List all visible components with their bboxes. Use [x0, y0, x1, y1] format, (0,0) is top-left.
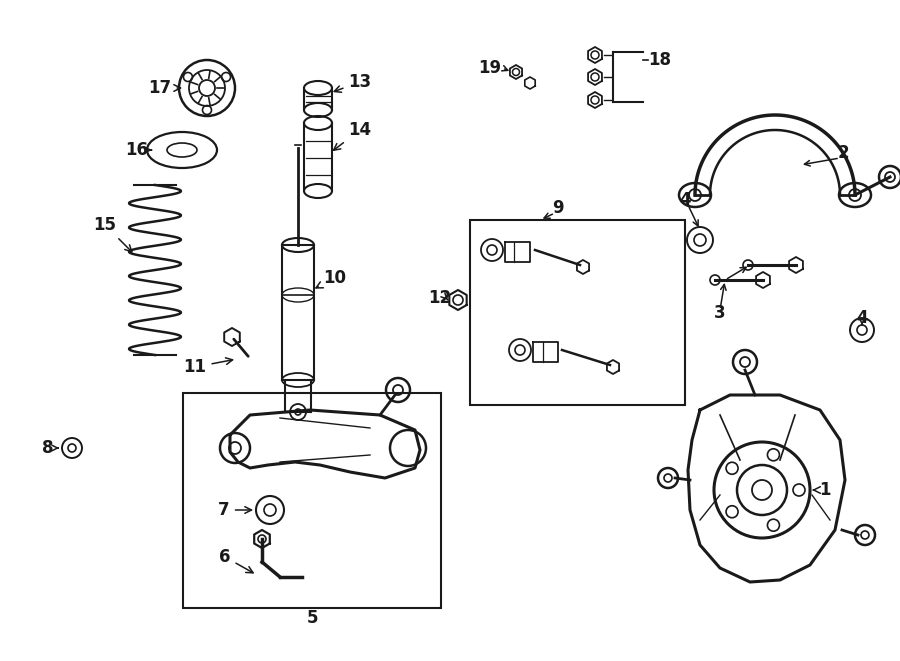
Text: 4: 4 — [856, 309, 868, 327]
Text: 6: 6 — [220, 548, 253, 573]
Text: 12: 12 — [428, 289, 452, 307]
Text: 11: 11 — [184, 358, 232, 376]
Text: 19: 19 — [479, 59, 501, 77]
Bar — [470, 220, 685, 405]
Text: 15: 15 — [94, 216, 131, 252]
Text: 8: 8 — [42, 439, 54, 457]
Text: 17: 17 — [148, 79, 181, 97]
Text: 2: 2 — [837, 144, 849, 162]
Text: 16: 16 — [125, 141, 151, 159]
Bar — [183, 393, 441, 608]
Text: 14: 14 — [334, 121, 372, 150]
Text: 18: 18 — [649, 51, 671, 69]
Text: 1: 1 — [814, 481, 831, 499]
Text: 13: 13 — [334, 73, 372, 93]
Text: 7: 7 — [218, 501, 251, 519]
Text: 5: 5 — [306, 609, 318, 627]
Text: 9: 9 — [553, 199, 563, 217]
Text: 4: 4 — [680, 191, 691, 209]
Text: 10: 10 — [316, 269, 346, 288]
Text: 3: 3 — [715, 304, 725, 322]
